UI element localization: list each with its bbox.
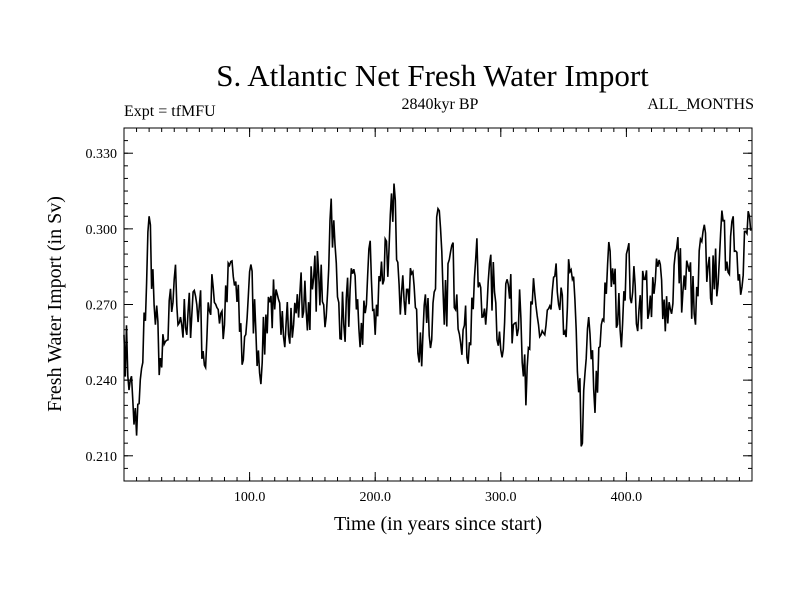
y-tick-label: 0.330 xyxy=(86,147,118,162)
x-tick-label: 300.0 xyxy=(485,490,517,505)
x-axis-label: Time (in years since start) xyxy=(334,513,542,535)
chart-title: S. Atlantic Net Fresh Water Import xyxy=(216,58,649,93)
experiment-label: Expt = tfMFU xyxy=(124,103,216,120)
x-tick-label: 100.0 xyxy=(234,490,266,505)
x-axis-ticks: 100.0 200.0 300.0 400.0 xyxy=(136,128,740,505)
y-axis-label: Fresh Water Import (in Sv) xyxy=(44,196,66,412)
x-tick-label: 400.0 xyxy=(611,490,643,505)
x-tick-label: 200.0 xyxy=(359,490,391,505)
plot-frame xyxy=(123,127,753,482)
y-tick-label: 0.240 xyxy=(86,374,118,389)
y-tick-label: 0.210 xyxy=(86,450,118,465)
y-tick-label: 0.300 xyxy=(86,223,118,238)
months-label: ALL_MONTHS xyxy=(647,96,754,113)
y-tick-label: 0.270 xyxy=(86,299,118,314)
chart-subtitle: 2840kyr BP xyxy=(401,96,479,113)
series-line xyxy=(123,183,752,447)
